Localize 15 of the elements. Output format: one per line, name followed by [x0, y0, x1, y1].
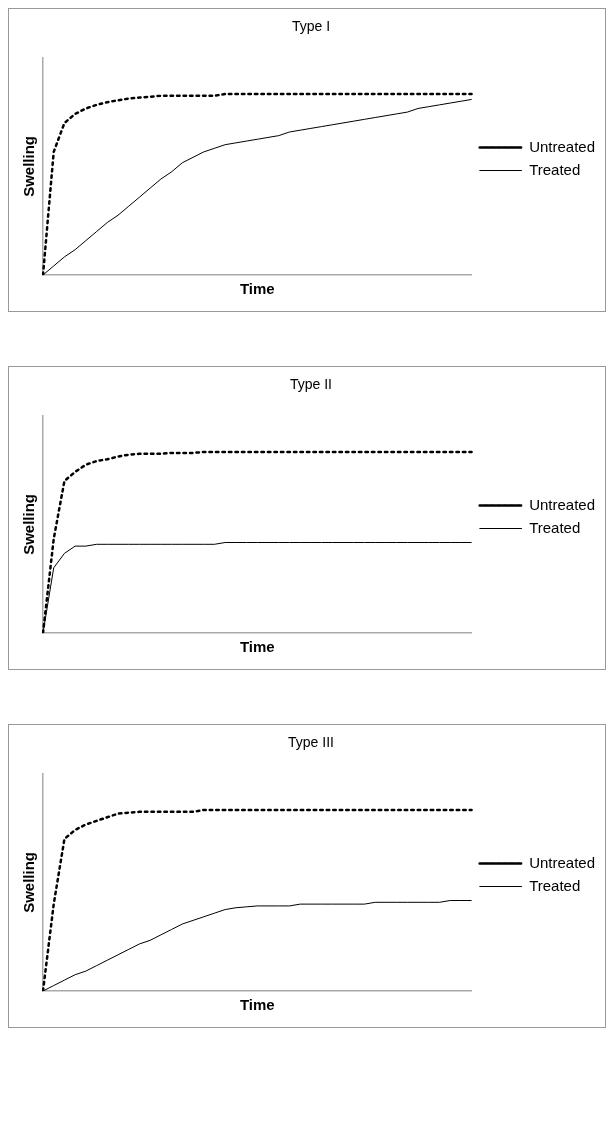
chart-title: Type III — [288, 734, 334, 751]
x-axis-title: Time — [239, 996, 275, 1014]
legend-label: Treated — [529, 876, 581, 894]
legend-label: Untreated — [529, 853, 595, 871]
legend-label: Treated — [529, 160, 581, 178]
legend-label: Untreated — [529, 495, 595, 513]
chart-title: Type I — [291, 18, 331, 35]
y-axis-title: Swelling — [20, 135, 38, 197]
legend-label: Untreated — [529, 137, 595, 155]
x-axis-title: Time — [239, 280, 275, 298]
x-axis-title: Time — [239, 638, 275, 656]
y-axis-title: Swelling — [20, 851, 38, 913]
chart-title: Type II — [289, 376, 333, 393]
legend-label: Treated — [529, 518, 581, 536]
y-axis-title: Swelling — [20, 493, 38, 555]
